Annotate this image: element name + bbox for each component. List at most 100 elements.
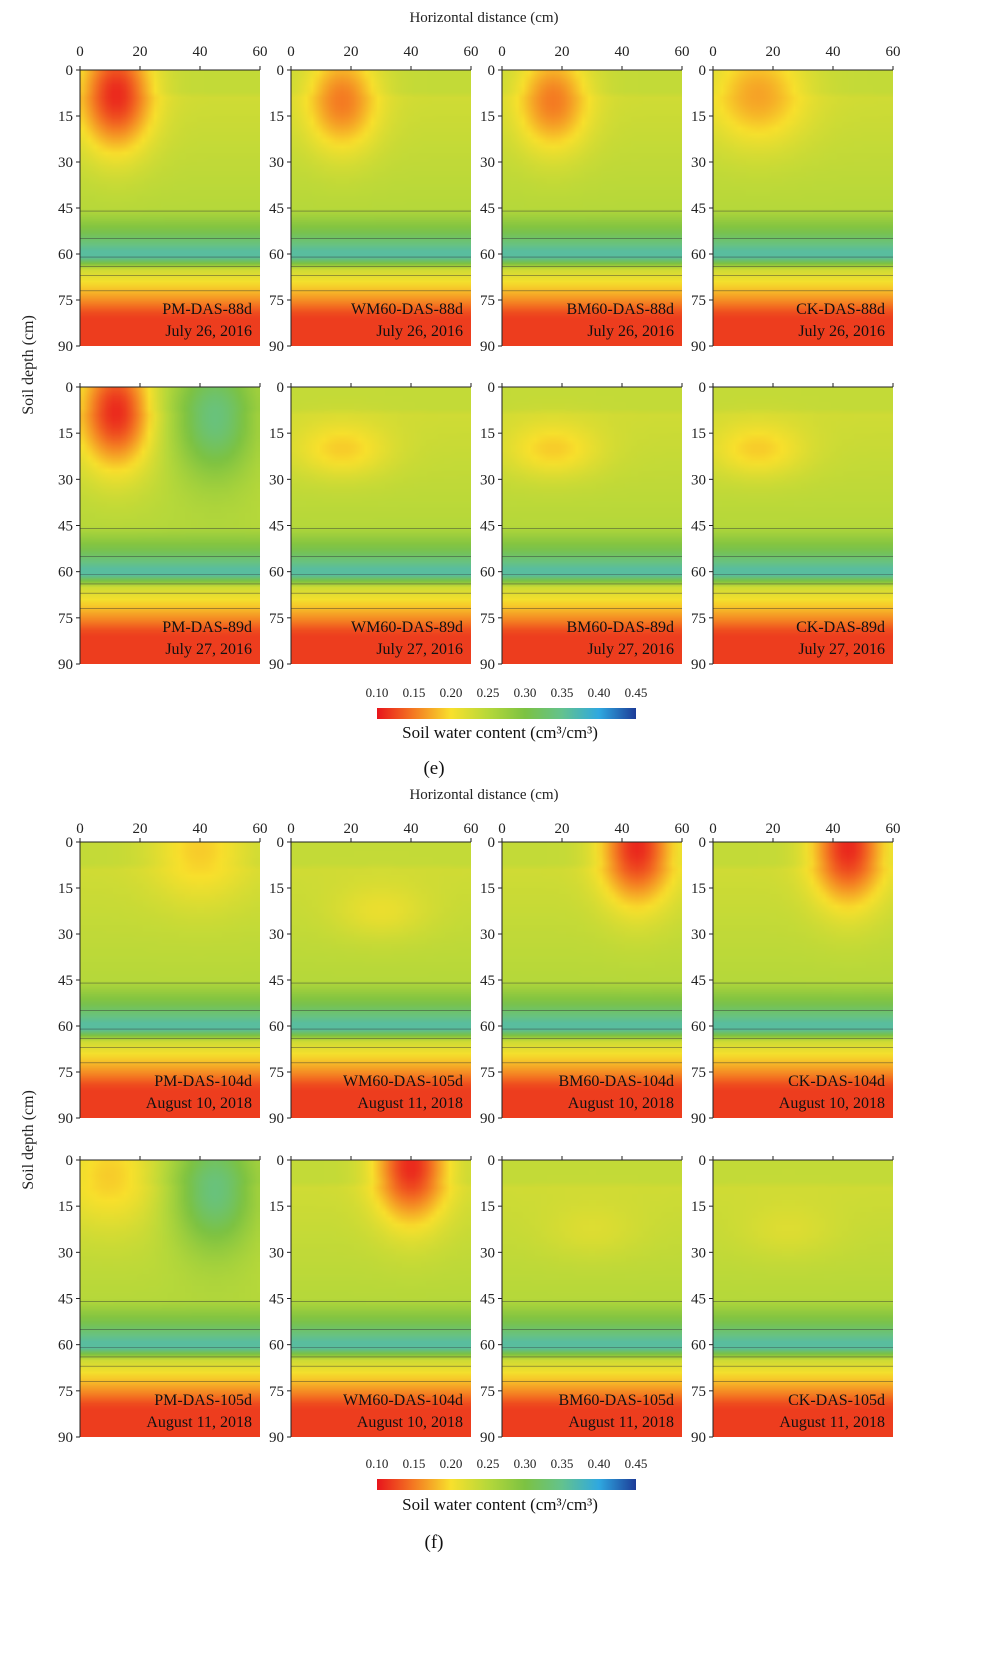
soil-water-field xyxy=(80,387,260,664)
colorbar-tick-label: 0.25 xyxy=(477,685,500,700)
contour-panel: 0 15 30 45 60 75 90 CK-DAS-105d August 11, 2018 xyxy=(691,1153,894,1446)
y-tick-label: 90 xyxy=(480,1430,495,1446)
contour-panel: 0 15 30 45 60 75 90 BM60-DAS-104d August 10, 201… xyxy=(480,835,683,1127)
y-tick-label: 0 xyxy=(488,1153,496,1169)
y-tick-label: 0 xyxy=(66,1153,74,1169)
soil-water-field xyxy=(713,387,893,664)
y-tick-label: 75 xyxy=(58,1065,73,1081)
soil-water-field xyxy=(502,1160,682,1437)
y-tick-label: 45 xyxy=(691,1292,706,1308)
y-tick-label: 75 xyxy=(691,1065,706,1081)
y-tick-label: 30 xyxy=(269,472,284,488)
y-tick-label: 90 xyxy=(58,657,73,673)
y-tick-label: 90 xyxy=(480,657,495,673)
x-tick-label: 40 xyxy=(826,821,841,837)
x-tick-label: 20 xyxy=(766,44,781,60)
soil-water-field xyxy=(291,70,471,346)
y-tick-label: 90 xyxy=(480,339,495,355)
panel-date: August 11, 2018 xyxy=(357,1095,463,1112)
y-tick-label: 45 xyxy=(269,201,284,217)
y-tick-label: 60 xyxy=(691,1019,706,1035)
panel-date: August 10, 2018 xyxy=(779,1095,885,1112)
x-tick-label: 20 xyxy=(555,821,570,837)
panel-name: CK-DAS-88d xyxy=(796,301,885,318)
colorbar-tick-label: 0.40 xyxy=(588,685,611,700)
y-tick-label: 0 xyxy=(699,380,707,396)
y-tick-label: 75 xyxy=(58,611,73,627)
colorbar-tick-label: 0.10 xyxy=(366,1456,389,1471)
y-tick-label: 60 xyxy=(58,1338,73,1354)
panel-name: PM-DAS-105d xyxy=(154,1392,252,1409)
y-tick-label: 15 xyxy=(58,426,73,442)
x-tick-label: 0 xyxy=(709,44,717,60)
panel-date: August 11, 2018 xyxy=(779,1414,885,1431)
y-tick-label: 15 xyxy=(691,1199,706,1215)
y-tick-label: 30 xyxy=(269,927,284,943)
colorbar-tick-label: 0.45 xyxy=(625,1456,648,1471)
panel-date: August 10, 2018 xyxy=(357,1414,463,1431)
y-tick-label: 0 xyxy=(277,835,285,851)
colorbar-tick-label: 0.20 xyxy=(440,1456,463,1471)
contour-panel: 0 15 30 45 60 75 90 BM60-DAS-105d August 11, 201… xyxy=(480,1153,683,1446)
contour-panel: 0 15 30 45 60 75 90 CK-DAS-88d July 26, 2016 xyxy=(691,63,894,355)
y-tick-label: 15 xyxy=(480,426,495,442)
y-tick-label: 90 xyxy=(269,657,284,673)
y-tick-label: 60 xyxy=(269,1019,284,1035)
y-tick-label: 30 xyxy=(480,927,495,943)
y-tick-label: 30 xyxy=(58,155,73,171)
x-tick-label: 60 xyxy=(886,821,901,837)
panel-date: August 10, 2018 xyxy=(568,1095,674,1112)
y-tick-label: 75 xyxy=(691,293,706,309)
x-tick-label: 0 xyxy=(498,821,506,837)
y-tick-label: 60 xyxy=(691,247,706,263)
x-tick-label: 20 xyxy=(555,44,570,60)
x-tick-label: 0 xyxy=(709,821,717,837)
y-tick-label: 30 xyxy=(58,472,73,488)
y-tick-label: 90 xyxy=(58,1430,73,1446)
x-tick-label: 60 xyxy=(253,821,268,837)
panel-name: WM60-DAS-89d xyxy=(351,619,463,636)
panel-date: August 11, 2018 xyxy=(568,1414,674,1431)
soil-water-field xyxy=(502,70,682,346)
y-tick-label: 30 xyxy=(691,1245,706,1261)
x-tick-label: 0 xyxy=(76,821,84,837)
y-tick-label: 30 xyxy=(691,155,706,171)
y-tick-label: 75 xyxy=(58,293,73,309)
colorbar-tick-label: 0.20 xyxy=(440,685,463,700)
y-tick-label: 90 xyxy=(480,1111,495,1127)
contour-panel: 0 15 30 45 60 75 90 BM60-DAS-89d July 27, 2016 xyxy=(480,380,683,673)
y-tick-label: 0 xyxy=(488,380,496,396)
y-tick-label: 15 xyxy=(269,426,284,442)
y-tick-label: 45 xyxy=(58,519,73,535)
y-tick-label: 60 xyxy=(480,247,495,263)
y-tick-label: 0 xyxy=(66,380,74,396)
y-tick-label: 60 xyxy=(480,565,495,581)
x-tick-label: 60 xyxy=(464,821,479,837)
panel-name: PM-DAS-88d xyxy=(162,301,252,318)
figure-label: (f) xyxy=(425,1532,444,1553)
y-tick-label: 30 xyxy=(691,927,706,943)
y-tick-label: 45 xyxy=(58,973,73,989)
y-tick-label: 60 xyxy=(691,1338,706,1354)
panel-name: WM60-DAS-88d xyxy=(351,301,463,318)
colorbar-title: Soil water content (cm³/cm³) xyxy=(402,723,598,742)
y-tick-label: 75 xyxy=(480,1384,495,1400)
panel-date: July 26, 2016 xyxy=(587,323,674,340)
y-tick-label: 75 xyxy=(269,293,284,309)
contour-panel: 0 15 30 45 60 75 90 PM-DAS-104d August 10, 2018 xyxy=(58,835,261,1127)
y-tick-label: 60 xyxy=(269,1338,284,1354)
y-tick-label: 90 xyxy=(691,1430,706,1446)
panel-name: CK-DAS-105d xyxy=(788,1392,885,1409)
x-tick-label: 20 xyxy=(766,821,781,837)
y-tick-label: 15 xyxy=(691,881,706,897)
soil-water-field xyxy=(502,842,682,1118)
y-tick-label: 30 xyxy=(269,155,284,171)
y-tick-label: 0 xyxy=(66,63,74,79)
contour-panel: 0 15 30 45 60 75 90 WM60-DAS-89d July 27, 2016 xyxy=(269,380,472,673)
soil-water-field xyxy=(80,842,260,1118)
panel-name: WM60-DAS-105d xyxy=(343,1073,463,1090)
panel-name: WM60-DAS-104d xyxy=(343,1392,463,1409)
y-tick-label: 0 xyxy=(277,63,285,79)
panel-name: BM60-DAS-89d xyxy=(566,619,674,636)
soil-water-field xyxy=(291,1160,471,1437)
